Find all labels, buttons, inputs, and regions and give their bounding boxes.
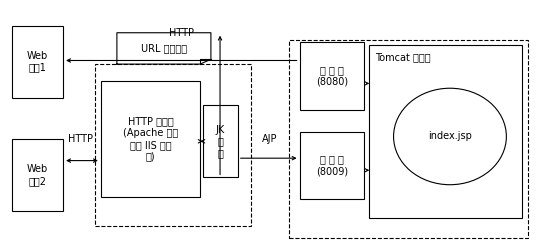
Text: Web
客户1: Web 客户1 [27,51,48,72]
Text: Web
客户2: Web 客户2 [27,164,48,186]
Bar [101,81,200,197]
Text: JK
插
件: JK 插 件 [215,125,225,158]
Bar [300,132,364,199]
Text: HTTP: HTTP [69,134,93,144]
Text: index.jsp: index.jsp [428,132,472,142]
Text: 连 接 器
(8009): 连 接 器 (8009) [316,155,348,176]
Text: Tomcat 服务器: Tomcat 服务器 [375,52,430,62]
Bar [203,105,238,177]
Bar [369,45,523,218]
Text: URL 映射信息: URL 映射信息 [141,43,187,53]
Bar [12,139,63,211]
Text: HTTP 服务器
(Apache 服务
器或 IIS 服务
器): HTTP 服务器 (Apache 服务 器或 IIS 服务 器) [123,116,178,161]
Bar [300,42,364,110]
Bar [96,64,251,226]
Text: HTTP: HTTP [169,28,194,38]
Bar [12,26,63,98]
Text: AJP: AJP [262,134,278,144]
Bar [289,40,528,238]
Text: 连 接 器
(8080): 连 接 器 (8080) [316,65,348,87]
Ellipse shape [394,88,507,185]
